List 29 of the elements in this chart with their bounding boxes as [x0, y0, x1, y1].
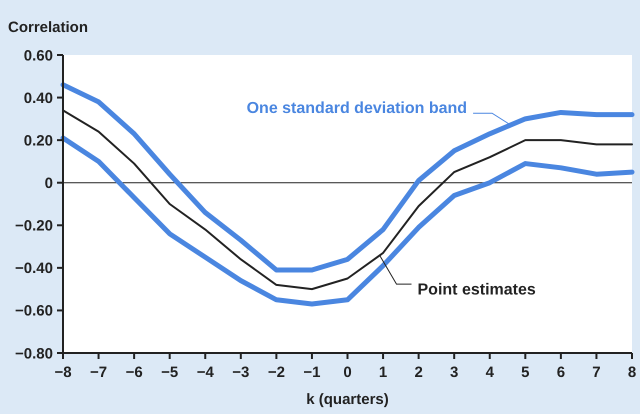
y-tick-label: −0.40 — [15, 260, 53, 278]
annotation: One standard deviation band — [246, 100, 468, 117]
x-tick-label: 1 — [378, 364, 388, 381]
x-tick-label: 5 — [521, 364, 530, 381]
x-tick-label: −3 — [232, 364, 250, 381]
x-tick-label: 7 — [592, 364, 601, 381]
x-tick-label: 3 — [450, 364, 458, 381]
x-tick-label: 8 — [628, 364, 636, 381]
x-tick-label: 4 — [486, 364, 495, 381]
x-tick-label: −8 — [54, 364, 72, 381]
x-tick-label: 0 — [343, 364, 352, 381]
x-axis-title: k (quarters) — [306, 391, 389, 408]
x-tick-label: −6 — [126, 364, 143, 381]
x-tick-label: −4 — [196, 364, 214, 381]
y-tick-label: 0 — [44, 174, 53, 192]
y-tick-label: −0.60 — [15, 302, 53, 320]
y-tick-label: −0.20 — [15, 218, 53, 235]
y-tick-label: 0.40 — [24, 90, 53, 107]
y-tick-label: 0.60 — [24, 47, 53, 64]
x-tick-label: −2 — [268, 364, 285, 381]
x-tick-label: −1 — [303, 364, 320, 381]
annotation: Point estimates — [418, 282, 536, 299]
y-tick-label: −0.80 — [15, 345, 53, 362]
y-axis-title: Correlation — [8, 19, 88, 36]
x-tick-label: 6 — [556, 364, 566, 381]
y-tick-label: 0.20 — [24, 132, 53, 150]
x-tick-label: 2 — [414, 364, 423, 381]
x-tick-label: −7 — [90, 364, 108, 381]
x-tick-label: −5 — [161, 364, 178, 381]
